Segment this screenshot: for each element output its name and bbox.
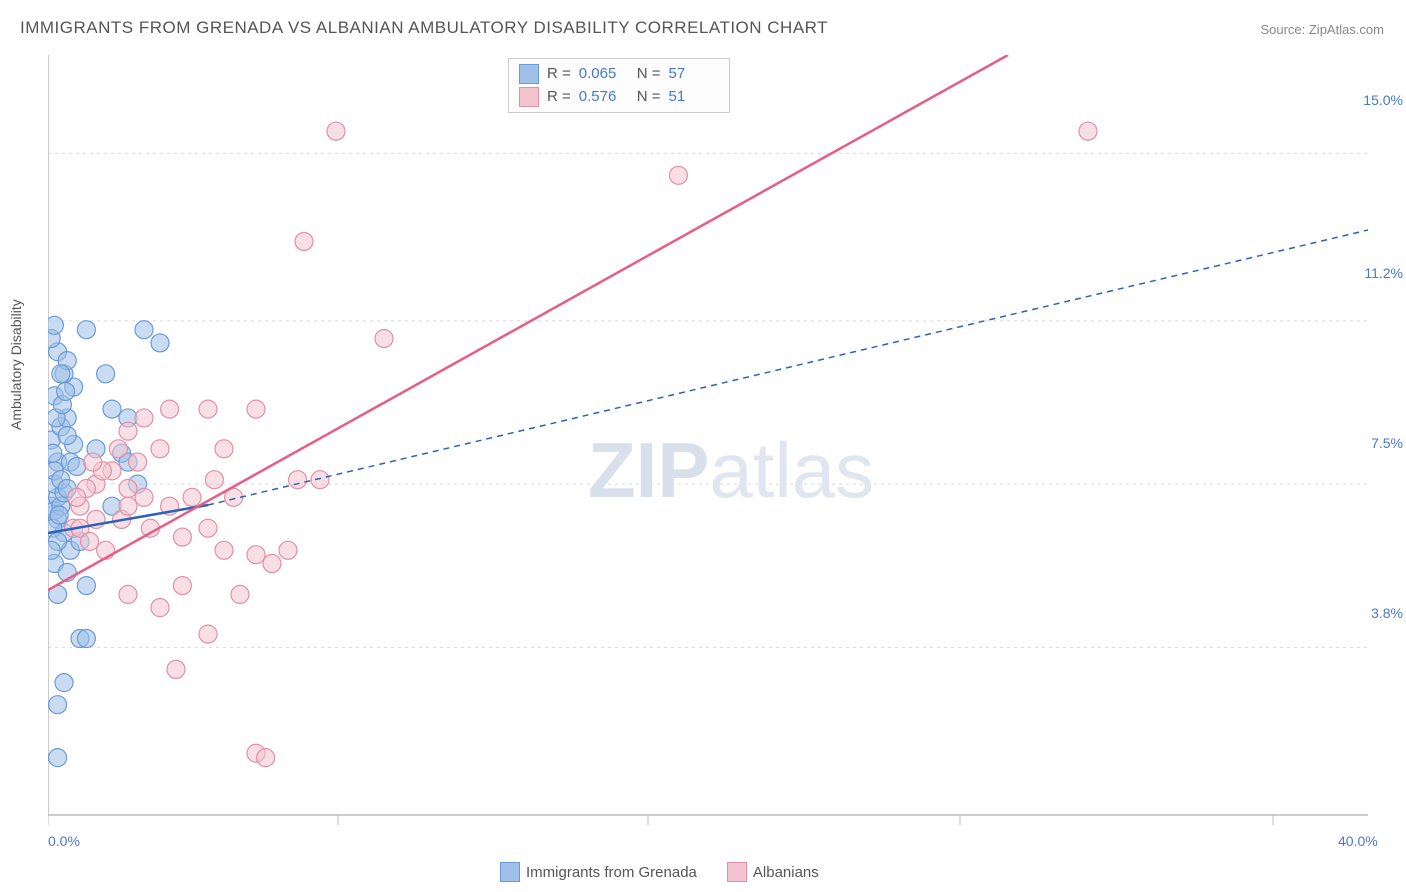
correlation-row: R = 0.065 N = 57 [519,63,719,86]
legend-swatch [519,64,539,84]
x-tick-label-min: 0.0% [48,833,80,849]
legend-label: Immigrants from Grenada [526,864,697,881]
y-tick-label: 7.5% [1371,435,1403,451]
y-tick-label: 11.2% [1364,265,1403,281]
n-value: 51 [669,86,719,109]
r-value: 0.576 [579,86,629,109]
source-prefix: Source: [1260,22,1308,37]
legend-swatch [519,87,539,107]
legend-item[interactable]: Immigrants from Grenada [500,862,697,882]
chart-svg [48,55,1368,835]
chart-title: IMMIGRANTS FROM GRENADA VS ALBANIAN AMBU… [20,18,828,38]
source-link[interactable]: ZipAtlas.com [1309,22,1384,37]
n-label: N = [637,86,661,109]
y-axis-label: Ambulatory Disability [8,299,24,430]
r-label: R = [547,63,571,86]
legend-item[interactable]: Albanians [727,862,819,882]
n-value: 57 [669,63,719,86]
correlation-legend-box: R = 0.065 N = 57 R = 0.576 N = 51 [508,58,730,113]
x-tick-label-max: 40.0% [1338,833,1378,849]
correlation-row: R = 0.576 N = 51 [519,86,719,109]
chart-area: ZIPatlas R =0.065N =57R =0.576N =51 3.8%… [48,55,1368,835]
y-tick-label: 15.0% [1363,92,1403,108]
legend-swatch [500,862,520,882]
bottom-legend: Immigrants from Grenada Albanians [500,862,819,882]
source-label: Source: ZipAtlas.com [1260,22,1384,37]
legend-label: Albanians [753,864,819,881]
r-label: R = [547,86,571,109]
r-value: 0.065 [579,63,629,86]
legend-swatch [727,862,747,882]
n-label: N = [637,63,661,86]
y-tick-label: 3.8% [1371,605,1403,621]
